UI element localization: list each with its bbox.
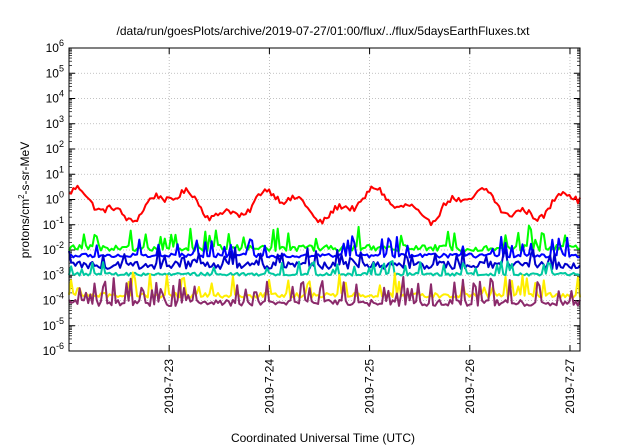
x-tick-label: 2019-7-24 bbox=[262, 359, 276, 414]
x-tick-label: 2019-7-27 bbox=[563, 359, 577, 414]
y-axis-label-rest: -s-sr-MeV bbox=[18, 142, 32, 195]
y-tick-label: 10-6 bbox=[43, 341, 64, 358]
series-line-4 bbox=[68, 246, 581, 270]
y-tick-labels: 10-6 10-5 10-4 10-3 10-2 10-1 100 101 102 103 104 1… bbox=[43, 38, 64, 358]
x-tick-label: 2019-7-23 bbox=[162, 359, 176, 414]
y-tick-label: 10-4 bbox=[43, 291, 64, 308]
series-line-7 bbox=[68, 275, 581, 307]
x-tick-label: 2019-7-26 bbox=[463, 359, 477, 414]
grid-lines bbox=[69, 47, 580, 352]
series-line-1 bbox=[68, 184, 581, 227]
y-tick-label: 105 bbox=[46, 63, 64, 80]
y-axis-label-main: protons/cm bbox=[18, 199, 32, 258]
y-tick-label: 104 bbox=[46, 89, 64, 106]
y-tick-label: 102 bbox=[46, 139, 64, 156]
y-axis-label-superscript: 2 bbox=[17, 194, 26, 199]
x-tick-label: 2019-7-25 bbox=[363, 359, 377, 414]
series-line-5 bbox=[68, 260, 581, 277]
series-line-3 bbox=[68, 235, 581, 259]
series-line-2 bbox=[68, 224, 580, 252]
y-tick-label: 101 bbox=[46, 164, 64, 181]
y-tick-label: 103 bbox=[46, 114, 64, 131]
plot-frame bbox=[68, 47, 581, 352]
series-lines bbox=[68, 184, 581, 307]
y-tick-label: 10-3 bbox=[43, 265, 64, 282]
y-tick-label: 100 bbox=[46, 190, 64, 207]
x-tick-labels: 2019-7-23 2019-7-24 2019-7-25 2019-7-26 2019… bbox=[162, 359, 577, 414]
x-axis-label: Coordinated Universal Time (UTC) bbox=[231, 431, 415, 445]
y-tick-label: 10-5 bbox=[43, 316, 64, 333]
chart-title: /data/run/goesPlots/archive/2019-07-27/0… bbox=[117, 24, 531, 38]
y-tick-label: 10-1 bbox=[43, 215, 64, 232]
y-axis-label: protons/cm2-s-sr-MeV bbox=[17, 142, 32, 258]
y-tick-label: 10-2 bbox=[43, 240, 64, 257]
y-tick-label: 106 bbox=[46, 38, 64, 55]
